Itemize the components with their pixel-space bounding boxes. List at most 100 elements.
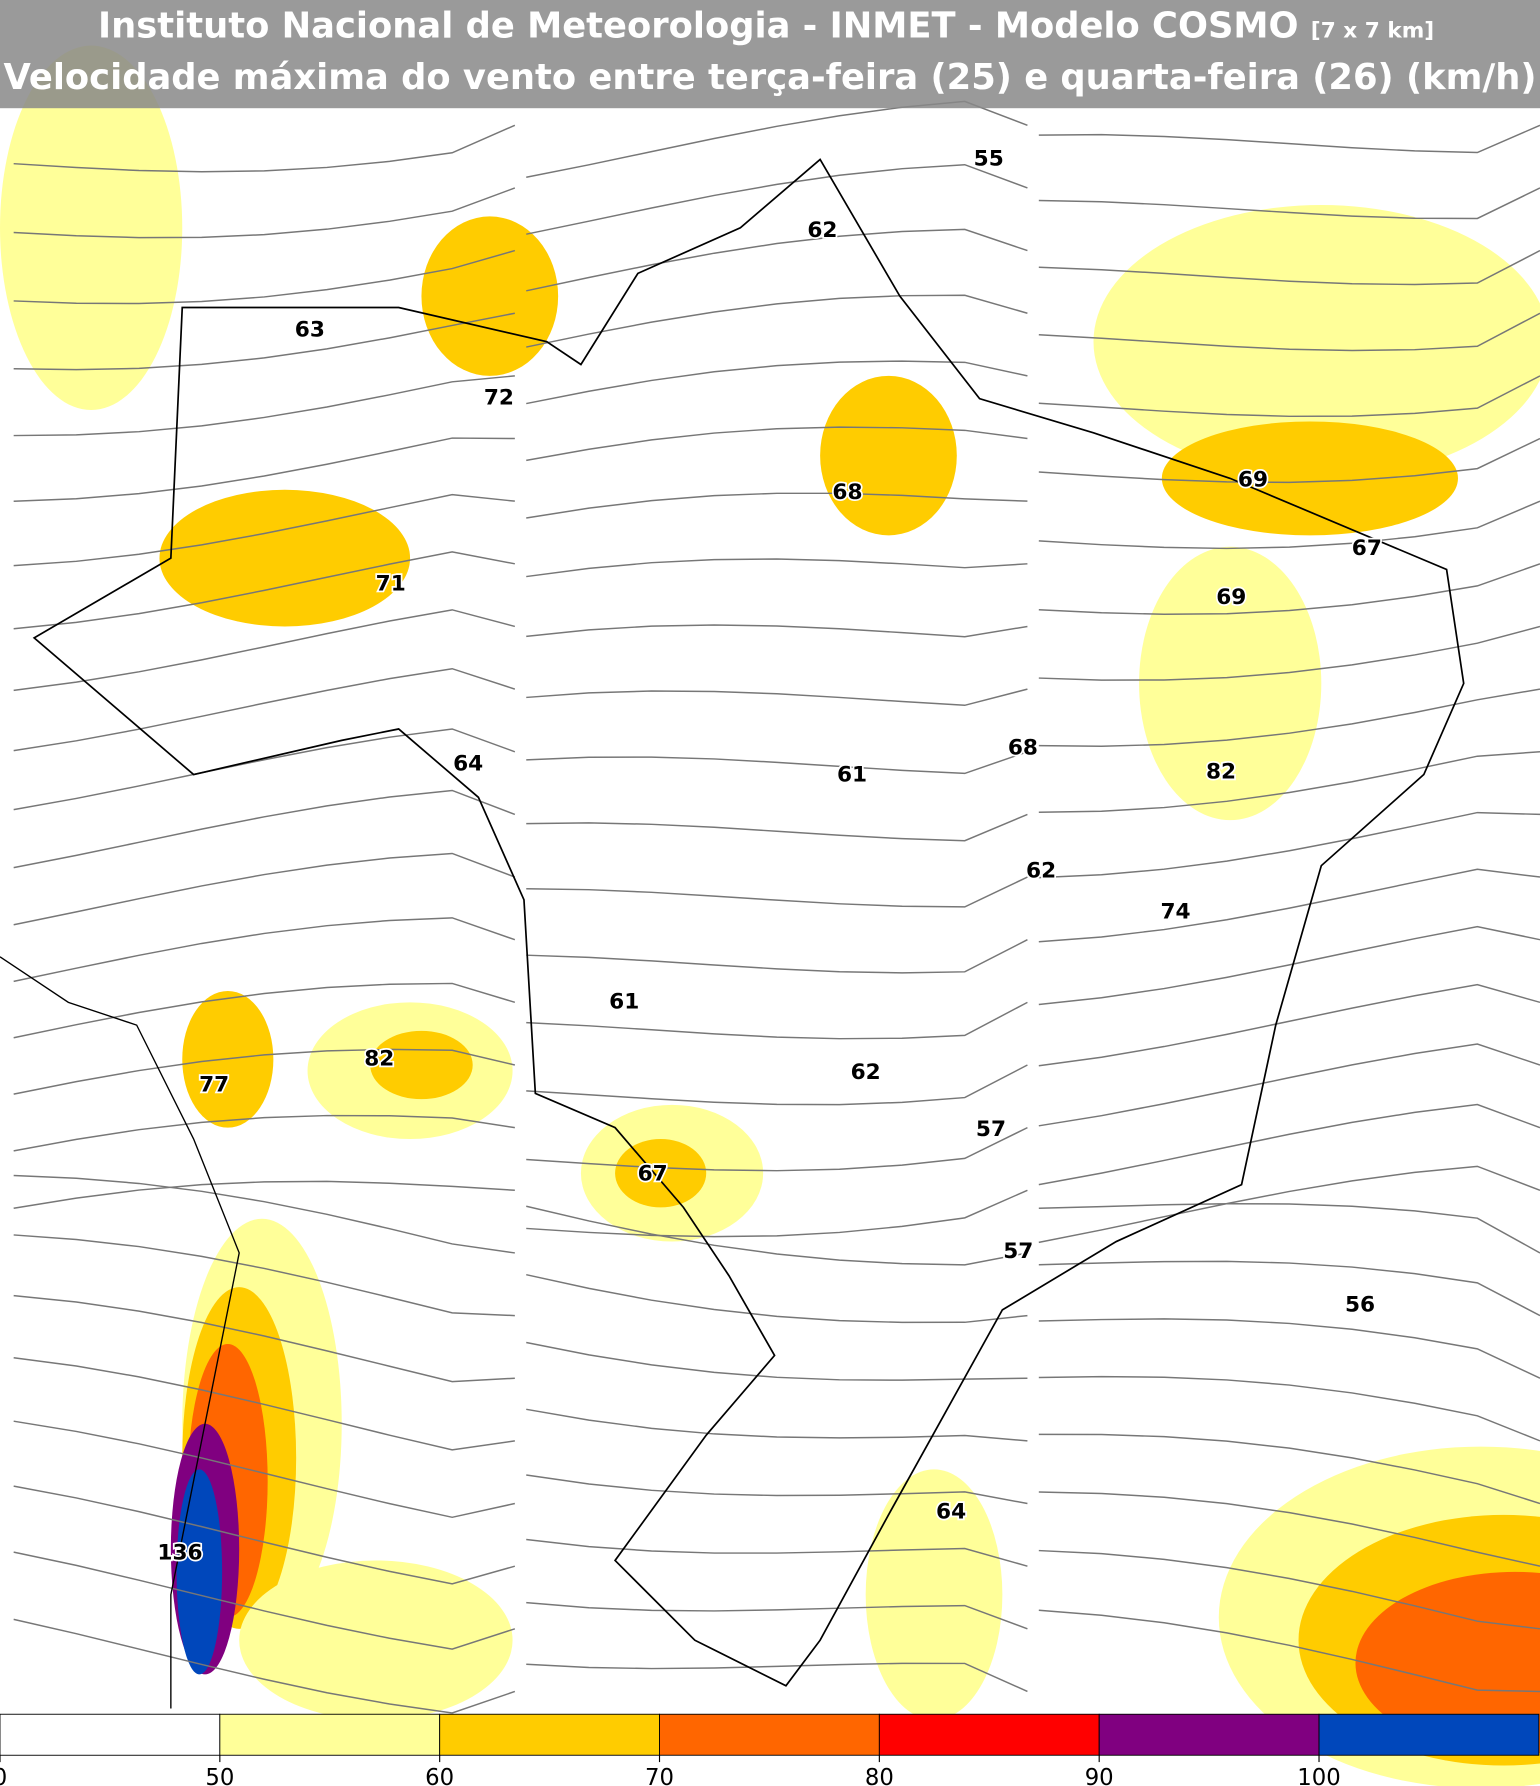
streamline	[13, 917, 516, 983]
wind-label: 62	[851, 1060, 881, 1085]
streamline	[1038, 1165, 1540, 1244]
colorbar-swatch	[659, 1713, 880, 1756]
title-text: Instituto Nacional de Meteorologia - INM…	[98, 6, 1299, 47]
streamline	[526, 426, 1028, 462]
streamline	[526, 1601, 1028, 1630]
wind-label: 69	[1238, 468, 1268, 493]
shade-60	[820, 375, 957, 536]
streamline	[13, 1174, 515, 1254]
streamline	[1038, 1318, 1540, 1379]
streamline	[13, 187, 516, 239]
streamline	[1038, 688, 1540, 748]
wind-field	[0, 45, 1540, 1786]
streamline	[526, 1064, 1028, 1106]
streamline	[1038, 983, 1540, 1067]
streamline	[1038, 312, 1540, 352]
streamline	[13, 124, 516, 173]
wind-label: 68	[832, 480, 862, 505]
streamline	[1038, 751, 1540, 813]
shade-50	[239, 1560, 513, 1720]
shade-60	[421, 216, 559, 376]
streamline	[526, 624, 1028, 638]
streamline	[1038, 563, 1540, 616]
streamline	[526, 813, 1028, 842]
colorbar-swatch	[878, 1713, 1100, 1756]
streamline	[13, 312, 515, 371]
streamline	[526, 1662, 1028, 1693]
colorbar-swatch	[439, 1713, 660, 1756]
streamline	[13, 1485, 516, 1585]
streamline	[1038, 1260, 1540, 1317]
wind-label: 69	[1216, 585, 1246, 610]
streamline	[526, 360, 1028, 405]
streamline	[526, 751, 1028, 775]
streamline	[13, 852, 516, 926]
streamline	[13, 789, 516, 869]
colorbar-swatch	[219, 1713, 441, 1756]
wind-label: 57	[1003, 1239, 1033, 1264]
colorbar-tick-label: 70	[645, 1765, 674, 1786]
coastline	[0, 956, 240, 1709]
streamline	[526, 939, 1028, 974]
wind-label: 67	[638, 1161, 668, 1186]
streamline	[1038, 249, 1540, 286]
wind-label: 57	[976, 1117, 1006, 1142]
streamline	[13, 1420, 516, 1519]
value-labels: 55 62 63 72 68 69 71 67 69 64 61 68 82 62 74 61 82 77 62 57…	[156, 145, 1384, 1568]
streamline	[526, 1273, 1028, 1324]
streamline	[1038, 1103, 1540, 1186]
colorbar: 0 50 60 70 80 90 100	[0, 1713, 1540, 1786]
streamline	[13, 551, 515, 630]
streamline	[526, 1538, 1028, 1567]
title: Instituto Nacional de Meteorologia - INM…	[98, 6, 1434, 47]
colorbar-tick-label: 50	[205, 1765, 234, 1786]
streamline	[13, 609, 516, 692]
shade-60	[159, 489, 411, 627]
streamline	[13, 667, 516, 752]
streamline	[1038, 1549, 1540, 1630]
streamline	[13, 375, 515, 437]
streamline	[526, 1189, 1028, 1238]
wind-label: 63	[295, 317, 325, 342]
streamline	[13, 1618, 516, 1714]
streamline	[1038, 437, 1540, 484]
streamline	[13, 1114, 515, 1152]
streamline	[526, 1126, 1028, 1172]
streamline	[1038, 868, 1540, 943]
streamline	[13, 1551, 516, 1650]
shade-60	[1161, 421, 1458, 536]
shade-60	[370, 1030, 473, 1100]
shade-60	[615, 1139, 707, 1208]
streamline	[13, 1294, 515, 1383]
streamline	[526, 492, 1028, 519]
streamline	[13, 1356, 515, 1451]
shade-50	[0, 45, 183, 411]
wind-label: 68	[1008, 735, 1038, 760]
country-border	[32, 158, 1465, 1687]
title-note: [7 x 7 km]	[1311, 19, 1434, 44]
colorbar-tick-label: 60	[425, 1765, 454, 1786]
streamline	[13, 1180, 515, 1210]
streamline	[1038, 1202, 1540, 1254]
colorbar-tick-label: 100	[1297, 1765, 1340, 1786]
streamline	[526, 163, 1028, 235]
colorbar-swatch	[1098, 1713, 1320, 1756]
wind-label: 55	[974, 146, 1004, 171]
streamline	[1038, 124, 1540, 154]
streamline	[1038, 1433, 1540, 1505]
streamline	[526, 688, 1028, 707]
streamline	[13, 493, 515, 567]
subtitle: Velocidade máxima do vento entre terça-f…	[4, 57, 1537, 98]
streamline	[13, 728, 516, 811]
colorbar-swatch	[1318, 1713, 1540, 1756]
shade-50	[865, 1469, 1003, 1720]
wind-label: 77	[199, 1072, 229, 1097]
streamline	[13, 1234, 515, 1317]
streamline	[13, 1048, 516, 1095]
colorbar-swatch	[0, 1713, 221, 1756]
wind-label: 71	[376, 571, 406, 596]
streamline	[1038, 375, 1540, 418]
shade-50	[1093, 205, 1540, 479]
wind-label: 136	[157, 1541, 202, 1566]
wind-label: 82	[1206, 759, 1236, 784]
